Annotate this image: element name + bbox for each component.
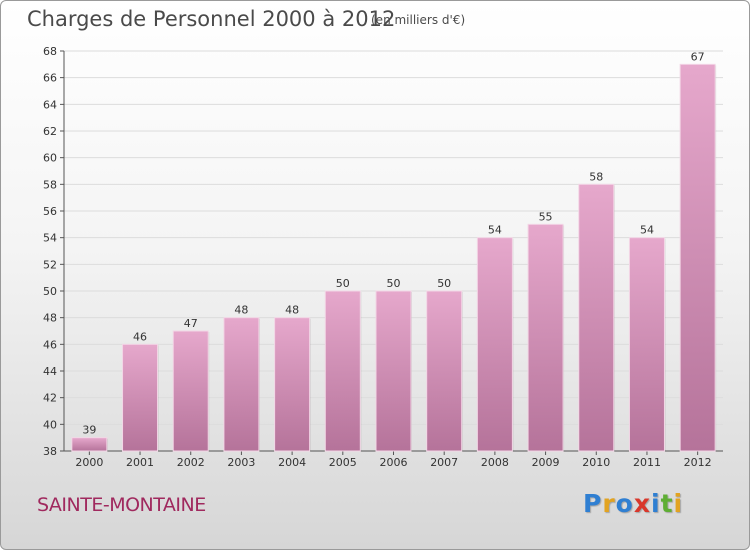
bar-value-label: 50 xyxy=(437,277,451,290)
y-tick-label: 50 xyxy=(43,285,57,298)
bar xyxy=(223,317,260,452)
bar-value-label: 50 xyxy=(387,277,401,290)
y-tick-label: 56 xyxy=(43,205,57,218)
x-tick-label: 2007 xyxy=(430,456,458,469)
bar-value-label: 39 xyxy=(82,424,96,437)
chart-title: Charges de Personnel 2000 à 2012 xyxy=(27,7,396,31)
y-tick-label: 48 xyxy=(43,312,57,325)
y-tick-label: 66 xyxy=(43,72,57,85)
y-tick-label: 64 xyxy=(43,98,57,111)
y-tick-label: 58 xyxy=(43,178,57,191)
logo-letter: r xyxy=(602,489,616,518)
bar-value-label: 46 xyxy=(133,330,147,343)
y-tick-label: 46 xyxy=(43,338,57,351)
y-tick-label: 60 xyxy=(43,152,57,165)
bar-value-label: 55 xyxy=(539,210,553,223)
x-tick-label: 2001 xyxy=(126,456,154,469)
bar xyxy=(274,317,311,452)
bar-value-label: 54 xyxy=(488,224,502,237)
x-tick-label: 2008 xyxy=(481,456,509,469)
chart-subtitle: (en milliers d'€) xyxy=(371,13,466,27)
x-tick-label: 2002 xyxy=(177,456,205,469)
proxiti-logo[interactable]: Proxiti xyxy=(583,489,683,518)
y-tick-label: 38 xyxy=(43,445,57,458)
x-tick-label: 2010 xyxy=(582,456,610,469)
y-tick-label: 40 xyxy=(43,418,57,431)
bar xyxy=(375,290,412,452)
bar-value-label: 58 xyxy=(589,170,603,183)
y-tick-label: 62 xyxy=(43,125,57,138)
x-tick-label: 2011 xyxy=(633,456,661,469)
y-tick-label: 44 xyxy=(43,365,57,378)
y-tick-label: 68 xyxy=(43,45,57,58)
logo-letter: x xyxy=(633,489,651,518)
bar xyxy=(476,237,513,452)
bar xyxy=(527,223,564,452)
x-tick-label: 2000 xyxy=(75,456,103,469)
bar-value-label: 54 xyxy=(640,224,654,237)
x-tick-label: 2003 xyxy=(227,456,255,469)
bar xyxy=(628,237,665,452)
x-tick-label: 2005 xyxy=(329,456,357,469)
x-tick-label: 2009 xyxy=(532,456,560,469)
bar-value-label: 48 xyxy=(285,304,299,317)
bar xyxy=(426,290,463,452)
bar-value-label: 47 xyxy=(184,317,198,330)
logo-letter: i xyxy=(651,489,661,518)
bar-value-label: 50 xyxy=(336,277,350,290)
x-tick-label: 2004 xyxy=(278,456,306,469)
y-tick-label: 54 xyxy=(43,232,57,245)
labels: 38 40 42 44 46 48 50 52 54 56 58 60 62 64 66 68 39 2000 46… xyxy=(43,45,712,469)
logo-letter: t xyxy=(660,489,674,518)
bar-value-label: 67 xyxy=(691,50,705,63)
bar xyxy=(122,343,159,452)
place-name: SAINTE-MONTAINE xyxy=(37,494,206,516)
bar-value-label: 48 xyxy=(234,304,248,317)
bar xyxy=(71,437,108,452)
bars xyxy=(71,63,717,452)
bar xyxy=(324,290,361,452)
x-tick-label: 2006 xyxy=(380,456,408,469)
logo-letter: o xyxy=(615,489,634,518)
bar xyxy=(679,63,716,452)
x-tick-label: 2012 xyxy=(684,456,712,469)
y-tick-label: 42 xyxy=(43,392,57,405)
bar xyxy=(172,330,209,452)
logo-letter: P xyxy=(583,489,603,518)
y-tick-label: 52 xyxy=(43,258,57,271)
bar xyxy=(578,183,615,452)
logo-letter: i xyxy=(673,489,684,518)
